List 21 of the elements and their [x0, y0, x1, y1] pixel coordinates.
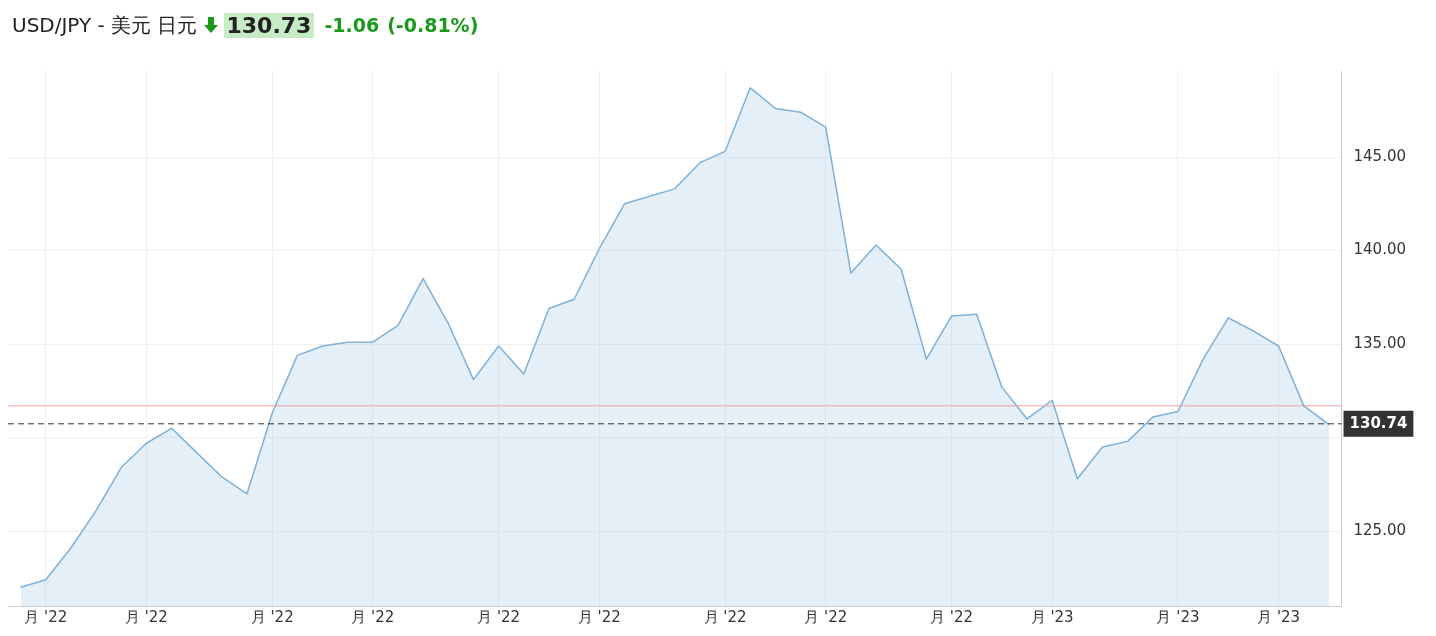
- x-tick-label: 月 '22: [703, 607, 747, 626]
- x-tick-label: 月 '23: [1257, 607, 1301, 626]
- y-tick-label: 125.00: [1353, 521, 1407, 540]
- x-tick-label: 月 '22: [477, 607, 521, 626]
- x-tick-label: 月 '22: [577, 607, 621, 626]
- x-tick-label: 月 '23: [1156, 607, 1200, 626]
- ref-line-label: 130.74: [1349, 413, 1408, 432]
- text: (-0.81%): [387, 14, 479, 36]
- x-tick-label: 月 '22: [250, 607, 294, 626]
- x-tick-label: 月 '22: [804, 607, 848, 626]
- chart-title: USD/JPY - 美元 日元: [12, 11, 198, 39]
- x-tick-label: 月 '23: [1030, 607, 1074, 626]
- y-tick-label: 140.00: [1353, 240, 1407, 259]
- y-tick-label: 145.00: [1353, 146, 1407, 165]
- x-tick-label: 月 '22: [24, 607, 68, 626]
- y-tick-label: 135.00: [1353, 334, 1407, 352]
- x-tick-label: 月 '22: [351, 607, 395, 626]
- x-tick-label: 月 '22: [930, 607, 974, 626]
- x-tick-label: 月 '22: [124, 607, 168, 626]
- text: -1.06: [324, 14, 380, 36]
- text: 130.73: [223, 12, 315, 38]
